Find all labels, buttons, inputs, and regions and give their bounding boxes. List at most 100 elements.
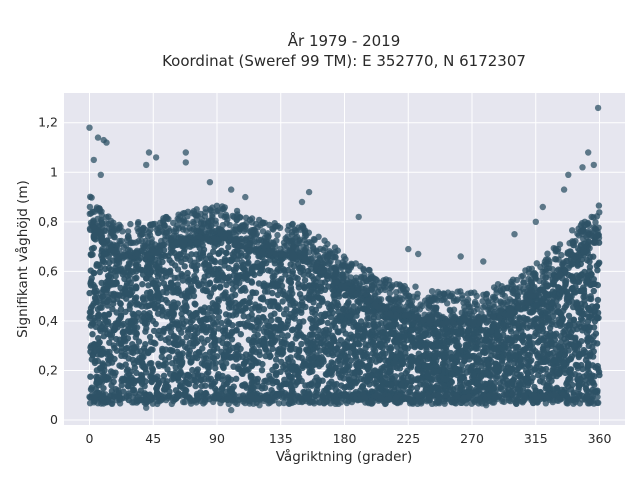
data-point [89, 302, 96, 310]
data-point [310, 347, 317, 354]
data-point [234, 307, 241, 315]
data-point [106, 339, 113, 346]
data-point [321, 279, 329, 286]
data-point [474, 380, 481, 387]
data-point [519, 332, 526, 340]
data-point [481, 367, 489, 374]
data-point [183, 302, 190, 309]
data-point [462, 344, 469, 351]
data-point [308, 292, 315, 300]
data-point [264, 282, 271, 289]
data-point [240, 275, 247, 282]
data-point [102, 325, 109, 333]
data-point [123, 367, 131, 374]
data-point [347, 357, 355, 364]
data-point [299, 302, 306, 309]
data-point [406, 382, 414, 389]
data-point [331, 299, 338, 306]
data-point [169, 289, 176, 296]
data-point [413, 384, 421, 392]
data-point [503, 351, 511, 359]
data-point [420, 332, 427, 339]
data-point [249, 268, 256, 275]
data-point [146, 271, 153, 278]
data-point [540, 347, 547, 354]
data-point [557, 333, 564, 340]
data-point [415, 362, 422, 369]
data-point [452, 338, 459, 345]
data-point [305, 271, 312, 278]
data-point [145, 282, 152, 289]
data-point [415, 350, 422, 357]
data-point [88, 275, 95, 282]
data-point [431, 354, 438, 361]
data-point [207, 324, 214, 331]
data-point [174, 322, 181, 329]
data-point [123, 289, 131, 296]
data-point [98, 351, 106, 358]
data-point [516, 381, 523, 388]
data-point [230, 253, 238, 260]
data-point [130, 344, 137, 351]
data-point [470, 343, 477, 351]
data-point [428, 377, 435, 384]
data-point [308, 305, 316, 313]
data-point [255, 325, 263, 332]
data-point [349, 343, 356, 350]
data-point [299, 282, 306, 289]
data-point [109, 305, 116, 313]
data-point [529, 307, 536, 314]
data-point [162, 360, 170, 367]
data-point [575, 353, 582, 361]
data-point [407, 364, 415, 371]
data-point [342, 330, 349, 337]
data-point [520, 347, 527, 354]
data-point [294, 378, 302, 385]
data-point [350, 323, 357, 330]
data-point [91, 347, 98, 355]
data-point [386, 347, 393, 354]
data-point [216, 249, 223, 256]
data-point [124, 382, 131, 390]
data-point [338, 382, 345, 389]
data-point [584, 362, 592, 369]
data-point [427, 384, 434, 392]
data-point [102, 317, 110, 325]
data-point [172, 262, 179, 269]
data-point [105, 296, 112, 304]
data-point [325, 330, 332, 337]
data-point [154, 294, 162, 302]
data-point [289, 326, 297, 333]
data-point [194, 354, 201, 362]
data-point [554, 303, 562, 310]
data-point [190, 312, 197, 319]
data-point [571, 342, 578, 349]
data-point [88, 245, 96, 252]
data-point [106, 376, 113, 383]
data-point [225, 320, 232, 328]
data-point [308, 331, 316, 338]
data-point [152, 277, 160, 284]
data-point [564, 293, 572, 300]
data-point [179, 277, 186, 284]
data-point [507, 328, 515, 335]
data-point [429, 343, 436, 350]
data-point [272, 370, 279, 378]
data-point [120, 334, 127, 342]
data-point [108, 382, 115, 389]
data-point [571, 371, 579, 378]
data-point [590, 348, 597, 355]
data-point [458, 375, 465, 383]
data-point [133, 324, 141, 331]
data-point [352, 353, 359, 360]
data-point [574, 376, 581, 383]
data-point [121, 269, 128, 276]
data-point [393, 338, 400, 345]
data-point [117, 312, 125, 320]
data-point [422, 342, 429, 349]
data-point [225, 264, 232, 272]
data-point [286, 294, 293, 302]
data-point [379, 378, 386, 385]
data-point [397, 351, 404, 358]
data-point [87, 373, 94, 380]
